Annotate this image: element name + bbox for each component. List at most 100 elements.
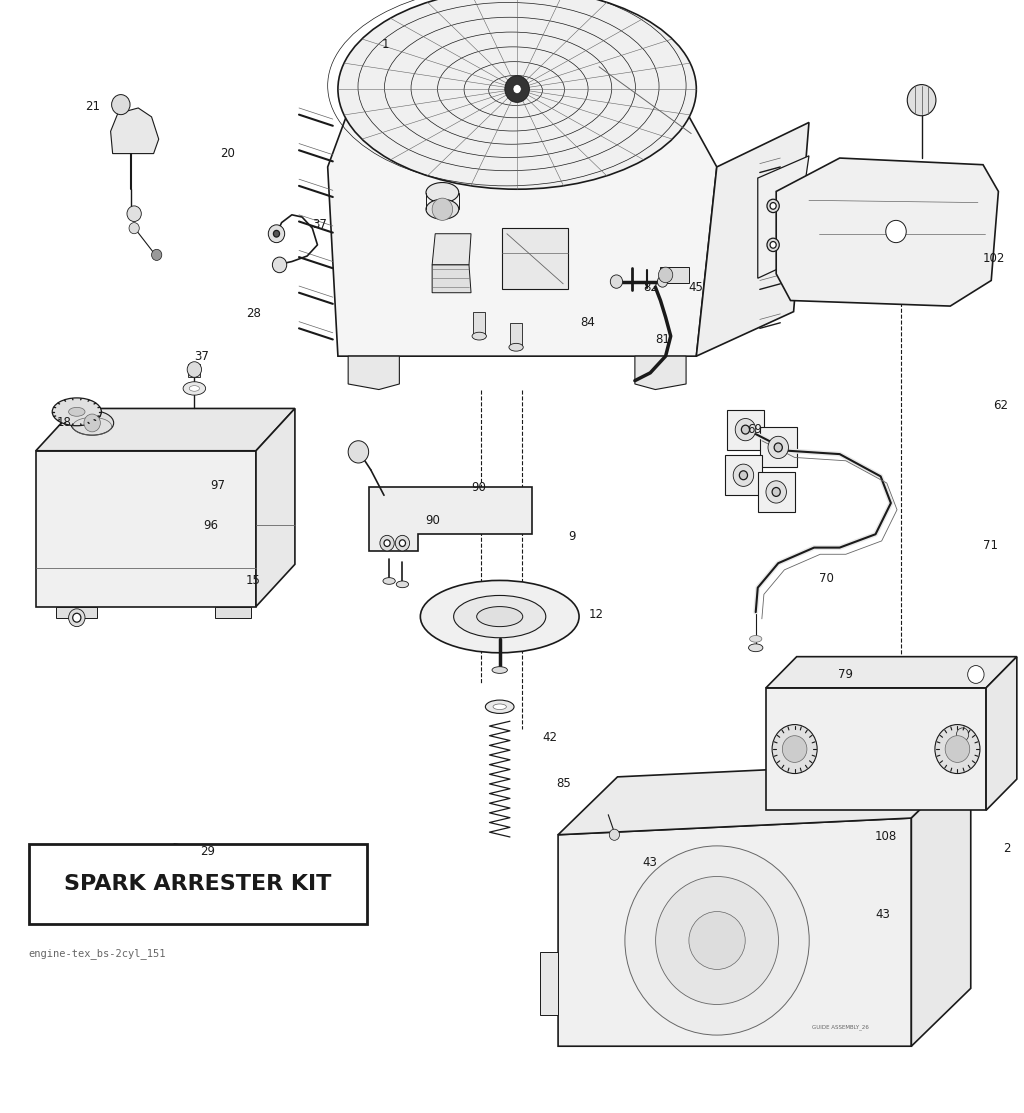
Polygon shape <box>766 657 1017 688</box>
Circle shape <box>733 464 754 486</box>
Circle shape <box>505 76 529 102</box>
Ellipse shape <box>52 398 101 426</box>
Circle shape <box>945 736 970 762</box>
Text: 81: 81 <box>655 333 671 346</box>
Circle shape <box>770 242 776 248</box>
Polygon shape <box>256 408 295 607</box>
Ellipse shape <box>383 578 395 584</box>
Text: 21: 21 <box>85 100 100 114</box>
Text: engine-tex_bs-2cyl_151: engine-tex_bs-2cyl_151 <box>29 948 166 959</box>
Ellipse shape <box>189 386 200 392</box>
Polygon shape <box>328 111 717 356</box>
Circle shape <box>399 540 406 546</box>
Polygon shape <box>473 312 485 336</box>
Text: 102: 102 <box>983 252 1006 265</box>
Polygon shape <box>111 108 159 154</box>
Polygon shape <box>758 156 809 278</box>
Ellipse shape <box>749 643 763 652</box>
Circle shape <box>658 267 673 283</box>
Circle shape <box>657 276 668 287</box>
Circle shape <box>129 223 139 234</box>
Circle shape <box>348 441 369 463</box>
Text: 1: 1 <box>382 38 389 51</box>
Polygon shape <box>36 451 256 607</box>
Circle shape <box>273 230 280 237</box>
Circle shape <box>609 829 620 840</box>
Circle shape <box>767 199 779 213</box>
Text: 96: 96 <box>203 519 218 532</box>
Text: 9: 9 <box>568 530 575 543</box>
Ellipse shape <box>476 607 522 627</box>
Circle shape <box>768 436 788 459</box>
Polygon shape <box>369 487 532 551</box>
Circle shape <box>513 85 521 93</box>
Polygon shape <box>660 267 689 283</box>
Text: 29: 29 <box>200 845 215 858</box>
Circle shape <box>741 425 750 434</box>
Ellipse shape <box>509 344 523 352</box>
Text: 69: 69 <box>748 423 763 436</box>
Polygon shape <box>558 760 971 835</box>
Polygon shape <box>727 410 764 450</box>
Circle shape <box>69 609 85 627</box>
Circle shape <box>152 249 162 260</box>
Polygon shape <box>986 657 1017 810</box>
Text: 79: 79 <box>838 668 853 681</box>
Polygon shape <box>558 818 911 1046</box>
Circle shape <box>774 443 782 452</box>
Ellipse shape <box>338 0 696 189</box>
Text: 15: 15 <box>246 574 261 588</box>
Ellipse shape <box>689 912 745 969</box>
Polygon shape <box>432 265 471 293</box>
Polygon shape <box>432 234 471 265</box>
Text: 12: 12 <box>589 608 604 621</box>
Circle shape <box>956 728 969 741</box>
Circle shape <box>772 487 780 496</box>
Text: 70: 70 <box>819 572 835 585</box>
Polygon shape <box>758 472 795 512</box>
Polygon shape <box>635 356 686 390</box>
Polygon shape <box>776 158 998 306</box>
Text: 71: 71 <box>983 539 998 552</box>
Circle shape <box>739 471 748 480</box>
Circle shape <box>907 85 936 116</box>
Polygon shape <box>540 952 558 1015</box>
Text: 37: 37 <box>195 349 210 363</box>
Circle shape <box>735 418 756 441</box>
Polygon shape <box>696 122 809 356</box>
Circle shape <box>187 362 202 377</box>
Circle shape <box>272 257 287 273</box>
Polygon shape <box>348 356 399 390</box>
Ellipse shape <box>396 581 409 588</box>
Polygon shape <box>911 760 971 1046</box>
Circle shape <box>767 238 779 252</box>
Text: 43: 43 <box>876 908 891 922</box>
Ellipse shape <box>485 700 514 713</box>
Circle shape <box>782 736 807 762</box>
Polygon shape <box>36 408 295 451</box>
Polygon shape <box>766 688 986 810</box>
Text: 90: 90 <box>471 481 486 494</box>
Circle shape <box>73 613 81 622</box>
Text: 85: 85 <box>556 777 570 790</box>
Ellipse shape <box>71 411 114 435</box>
Ellipse shape <box>69 407 85 416</box>
Text: GUIDE ASSEMBLY_26: GUIDE ASSEMBLY_26 <box>812 1024 869 1030</box>
Text: 43: 43 <box>642 856 657 869</box>
Ellipse shape <box>655 877 778 1005</box>
Polygon shape <box>188 364 201 377</box>
Text: 62: 62 <box>993 398 1009 412</box>
Text: 82: 82 <box>643 280 658 294</box>
Text: 20: 20 <box>220 147 236 160</box>
Circle shape <box>384 540 390 546</box>
Circle shape <box>112 95 130 115</box>
Ellipse shape <box>472 333 486 341</box>
Ellipse shape <box>183 382 206 395</box>
Ellipse shape <box>625 846 809 1035</box>
Text: SPARK ARRESTER KIT: SPARK ARRESTER KIT <box>63 874 332 894</box>
Ellipse shape <box>420 581 580 652</box>
Polygon shape <box>760 427 797 467</box>
Circle shape <box>432 198 453 220</box>
Circle shape <box>380 535 394 551</box>
Circle shape <box>886 220 906 243</box>
